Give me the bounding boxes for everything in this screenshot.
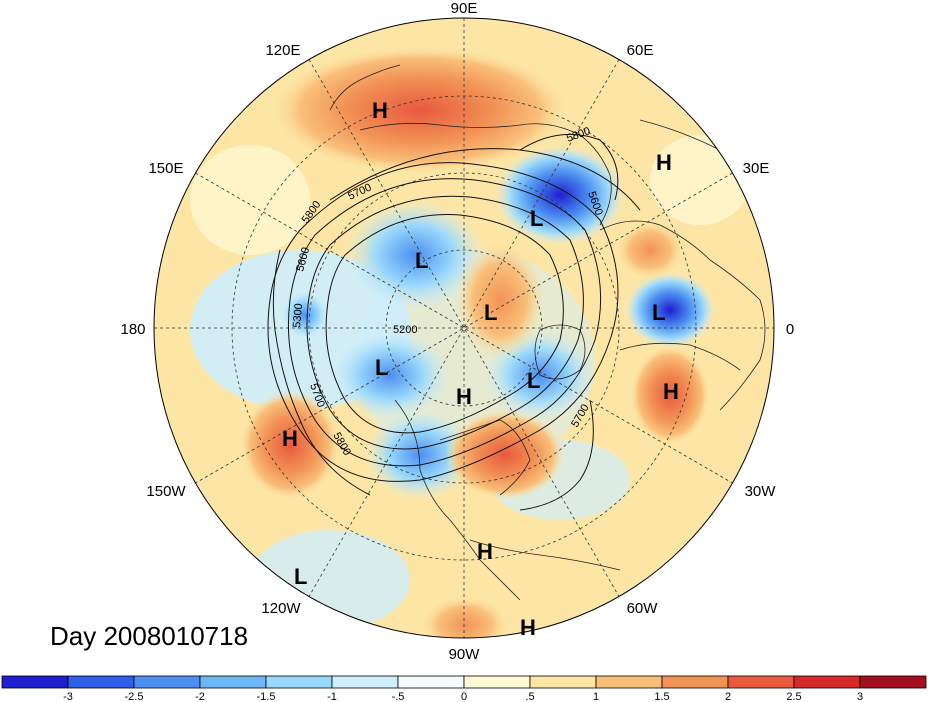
pressure-system-label: L: [484, 300, 497, 325]
colorbar-swatch: [793, 675, 861, 689]
map-disk-border: [153, 17, 775, 639]
map-date-title: Day 2008010718: [50, 621, 248, 651]
colorbar-tick-label: 1.5: [654, 691, 669, 702]
pressure-system-label: L: [415, 248, 428, 273]
pressure-system-label: H: [520, 615, 536, 640]
longitude-label: 120W: [261, 600, 301, 617]
colorbar-tick-label: 0: [461, 691, 467, 702]
pressure-system-label: L: [530, 206, 543, 231]
colorbar-tick-label: 1: [593, 691, 599, 702]
pressure-system-label: L: [527, 368, 540, 393]
colorbar-swatch: [1, 675, 69, 689]
pressure-system-label: H: [456, 384, 472, 409]
colorbar-swatch: [859, 675, 927, 689]
anomaly-shading: [190, 45, 750, 638]
longitude-label: 120E: [265, 42, 300, 59]
colorbar-swatch: [727, 675, 795, 689]
longitude-label: 60W: [627, 600, 659, 617]
colorbar-tick-label: 2.5: [786, 691, 801, 702]
contour-label: 5300: [291, 303, 305, 328]
height-contours: [267, 133, 641, 511]
colorbar-swatch: [133, 675, 201, 689]
colorbar-tick-label: -.5: [392, 691, 405, 702]
colorbar-tick-label: 3: [857, 691, 863, 702]
colorbar-tick-label: -1: [327, 691, 337, 702]
longitude-label: 90E: [451, 0, 478, 17]
pressure-system-label: H: [663, 379, 679, 404]
colorbar-swatch: [67, 675, 135, 689]
longitude-label: 30W: [745, 483, 777, 500]
longitude-labels: 90E 60E 30E 0 30W 60W 90W 120W 150W 180 …: [120, 0, 794, 663]
colorbar-swatch: [529, 675, 597, 689]
colorbar-tick-label: -1.5: [257, 691, 276, 702]
colorbar-swatch: [265, 675, 333, 689]
longitude-label: 30E: [743, 160, 770, 177]
colorbar-tick-label: -2: [195, 691, 205, 702]
pressure-systems: H H L L L L L H L H H H L H: [282, 98, 679, 640]
colorbar-swatch: [661, 675, 729, 689]
colorbar-tick-label: -3: [63, 691, 73, 702]
colorbar-tick-label: -2.5: [125, 691, 144, 702]
coastlines: [329, 64, 766, 601]
pressure-system-label: L: [652, 300, 665, 325]
colorbar-tick-label: .5: [525, 691, 534, 702]
colorbar-swatch: [331, 675, 399, 689]
pressure-system-label: H: [656, 150, 672, 175]
longitude-label: 0: [786, 321, 794, 338]
pressure-system-label: L: [294, 564, 307, 589]
longitude-label: 150E: [148, 160, 183, 177]
colorbar: -3 -2.5 -2 -1.5 -1 -.5 0 .5 1 1.5 2 2.5 3: [1, 675, 927, 702]
longitude-label: 150W: [146, 483, 186, 500]
graticule: [154, 18, 774, 638]
longitude-label: 90W: [449, 646, 481, 663]
pressure-system-label: H: [282, 426, 298, 451]
pressure-system-label: H: [372, 98, 388, 123]
longitude-label: 60E: [627, 42, 654, 59]
colorbar-swatch: [199, 675, 267, 689]
contour-label: 5200: [393, 324, 417, 336]
colorbar-swatch: [595, 675, 663, 689]
longitude-label: 180: [120, 321, 145, 338]
colorbar-swatch: [397, 675, 465, 689]
colorbar-swatch: [463, 675, 531, 689]
pressure-system-label: L: [375, 355, 388, 380]
colorbar-tick-label: 2: [725, 691, 731, 702]
pressure-system-label: H: [477, 539, 493, 564]
